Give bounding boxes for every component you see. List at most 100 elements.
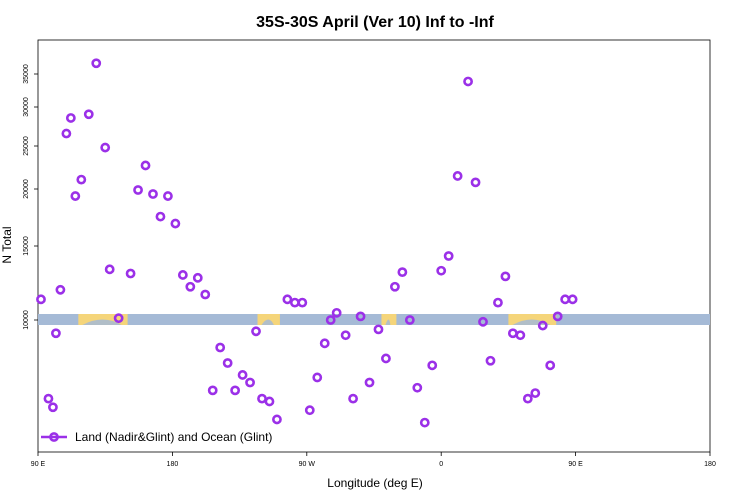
data-point (297, 297, 308, 308)
ocean-inlet (82, 319, 122, 325)
data-point (340, 330, 351, 341)
y-tick-label: 10000 (23, 310, 30, 330)
data-point (331, 307, 342, 318)
data-point (237, 370, 248, 380)
y-tick-label: 15000 (23, 236, 30, 256)
data-point (463, 76, 473, 87)
ocean-inlet (261, 319, 274, 325)
data-point (55, 284, 66, 295)
data-point (289, 297, 300, 308)
y-tick-label: 30000 (23, 97, 30, 117)
ocean-inlet (385, 319, 391, 325)
data-point (65, 113, 76, 123)
plot-frame (37, 39, 711, 453)
x-tick-label: 90 E (31, 461, 46, 468)
x-axis-label: Longitude (deg E) (327, 476, 422, 490)
data-point (125, 268, 136, 279)
data-point (470, 177, 481, 188)
data-point (207, 385, 218, 396)
data-point (319, 338, 330, 349)
legend-marker (49, 432, 59, 442)
data-point (185, 281, 196, 292)
data-point (100, 142, 111, 153)
data-point (419, 417, 430, 428)
y-tick-label: 20000 (23, 179, 30, 199)
data-point (222, 358, 233, 368)
land-segment (78, 314, 128, 325)
data-point (522, 393, 533, 404)
x-tick-label: 0 (439, 461, 443, 468)
data-point (257, 393, 267, 404)
data-points (36, 58, 578, 428)
data-point (91, 58, 102, 69)
data-point (245, 377, 255, 388)
data-point (404, 315, 415, 325)
data-point (36, 294, 46, 305)
data-point (348, 393, 358, 404)
y-axis: 10000 15000 20000 25000 30000 35000 (23, 64, 38, 330)
data-point (427, 360, 438, 371)
data-point (230, 385, 241, 396)
y-axis-label: N Total (0, 226, 14, 263)
data-point (381, 353, 391, 364)
land-segment (508, 314, 557, 325)
data-point (43, 393, 54, 404)
data-point (282, 294, 293, 305)
data-point (170, 218, 181, 229)
data-point (397, 267, 408, 278)
data-point (478, 316, 488, 327)
data-point (200, 289, 211, 300)
data-point (537, 320, 548, 331)
data-point (452, 171, 463, 181)
data-point (113, 313, 124, 324)
data-point (485, 355, 496, 366)
data-point (325, 315, 336, 325)
x-tick-label: 90 E (568, 461, 583, 468)
land-segment (257, 314, 280, 325)
data-point (163, 191, 173, 201)
plot-area (37, 39, 711, 453)
data-point (155, 211, 166, 222)
data-point (61, 128, 72, 139)
data-point (148, 189, 158, 199)
data-point (552, 311, 563, 322)
legend-label: Land (Nadir&Glint) and Ocean (Glint) (75, 430, 272, 444)
data-point (390, 281, 400, 292)
data-point (507, 328, 518, 339)
data-point (304, 405, 315, 416)
data-point (355, 311, 366, 322)
chart-title: 35S-30S April (Ver 10) Inf to -Inf (256, 14, 494, 31)
data-point (545, 360, 556, 371)
data-point (51, 328, 61, 339)
land-ocean-band (38, 314, 710, 325)
data-point (264, 396, 275, 407)
data-point (83, 109, 94, 120)
x-tick-label: 90 W (299, 461, 316, 468)
data-point (530, 388, 541, 398)
data-point (133, 185, 143, 195)
data-point (412, 382, 423, 393)
data-point (312, 372, 323, 383)
data-point (48, 402, 58, 413)
data-point (515, 330, 526, 341)
y-tick-label: 35000 (23, 64, 30, 84)
y-tick-label: 25000 (23, 136, 30, 156)
data-point (373, 324, 384, 335)
land-segment (381, 314, 397, 325)
x-tick-label: 180 (167, 461, 179, 468)
legend: Land (Nadir&Glint) and Ocean (Glint) (41, 430, 272, 444)
data-point (140, 160, 151, 171)
data-point (215, 342, 226, 353)
data-point (70, 191, 81, 201)
data-point (104, 264, 115, 275)
data-point (560, 294, 571, 305)
data-point (436, 265, 447, 276)
data-point (443, 251, 454, 261)
ocean-band (38, 314, 710, 325)
data-point (364, 377, 375, 388)
data-point (272, 414, 282, 425)
data-point (567, 294, 578, 305)
data-point (493, 297, 503, 308)
data-point (251, 326, 261, 337)
